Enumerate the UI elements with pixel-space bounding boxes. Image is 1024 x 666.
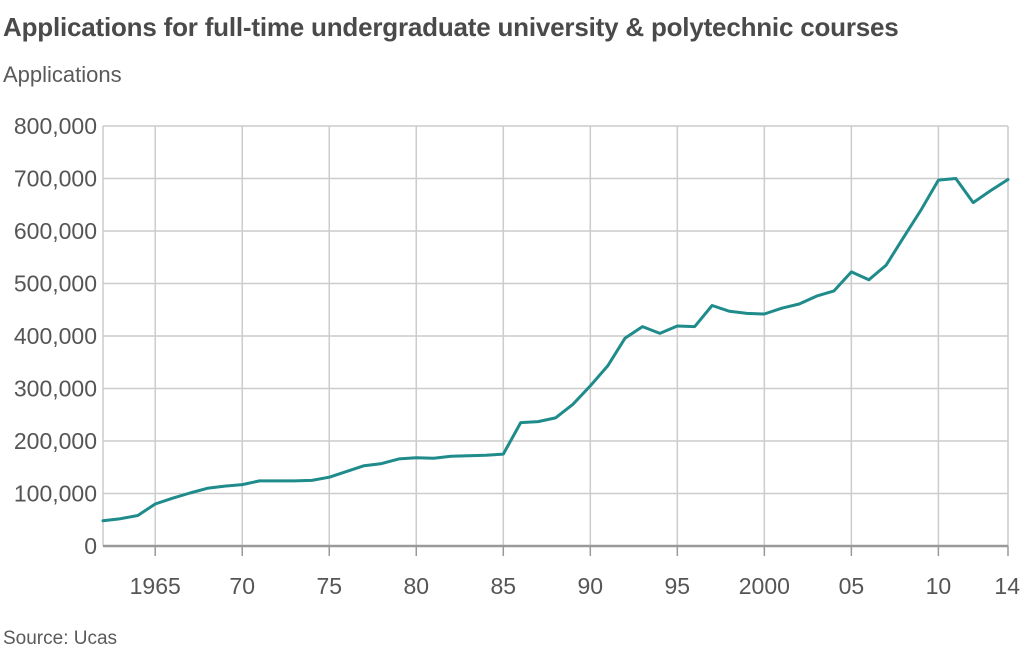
data-point	[274, 478, 280, 484]
data-point	[657, 330, 663, 336]
y-tick-label: 100,000	[14, 481, 97, 507]
data-point	[692, 324, 698, 330]
data-point	[988, 188, 994, 194]
data-point	[553, 415, 559, 421]
data-point	[204, 485, 210, 491]
y-tick-label: 0	[84, 533, 97, 559]
data-point	[465, 453, 471, 459]
data-point	[309, 477, 315, 483]
data-point	[622, 335, 628, 341]
data-point	[570, 401, 576, 407]
data-point	[222, 483, 228, 489]
x-tick-label: 85	[490, 573, 516, 599]
data-point	[291, 478, 297, 484]
data-point	[918, 207, 924, 213]
x-tick-label: 90	[578, 573, 604, 599]
data-point	[378, 461, 384, 467]
x-tick-label: 75	[316, 573, 342, 599]
data-point	[831, 288, 837, 294]
data-point	[326, 474, 332, 480]
data-point	[518, 420, 524, 426]
data-point	[640, 324, 646, 330]
data-point	[848, 269, 854, 275]
data-point	[587, 383, 593, 389]
data-point	[500, 451, 506, 457]
data-point	[953, 176, 959, 182]
data-point	[674, 323, 680, 329]
data-point	[239, 482, 245, 488]
y-tick-label: 700,000	[14, 166, 97, 192]
x-tick-label: 10	[926, 573, 952, 599]
y-tick-label: 500,000	[14, 271, 97, 297]
data-point	[152, 501, 158, 507]
data-point	[761, 311, 767, 317]
data-point	[431, 455, 437, 461]
source-note: Source: Ucas	[3, 628, 118, 649]
data-point	[187, 490, 193, 496]
x-axis	[103, 544, 1009, 556]
data-point	[901, 234, 907, 240]
data-point	[779, 305, 785, 311]
data-point	[709, 303, 715, 309]
data-point	[396, 456, 402, 462]
y-tick-label: 300,000	[14, 376, 97, 402]
y-axis-label: Applications	[3, 62, 122, 87]
x-tick-label: 14	[994, 573, 1020, 599]
data-point	[483, 452, 489, 458]
data-point	[744, 310, 750, 316]
data-point	[1005, 177, 1011, 183]
data-point	[866, 277, 872, 283]
data-point	[605, 363, 611, 369]
data-point	[448, 453, 454, 459]
chart-title: Applications for full-time undergraduate…	[3, 12, 899, 42]
x-tick-label: 70	[229, 573, 255, 599]
y-tick-label: 200,000	[14, 428, 97, 454]
y-tick-label: 400,000	[14, 323, 97, 349]
data-point	[727, 308, 733, 314]
data-point	[814, 293, 820, 299]
data-point	[100, 518, 106, 524]
data-point	[970, 200, 976, 206]
tick-labels: 0 100,000 200,000 300,000 400,000 500,000 600,…	[14, 113, 1020, 599]
x-tick-label: 1965	[130, 573, 181, 599]
data-point	[535, 419, 541, 425]
series-layer	[100, 176, 1011, 524]
data-point	[344, 468, 350, 474]
data-point	[413, 455, 419, 461]
y-tick-label: 600,000	[14, 218, 97, 244]
data-point	[257, 478, 263, 484]
x-tick-label: 2000	[739, 573, 790, 599]
data-point	[883, 262, 889, 268]
y-tick-label: 800,000	[14, 113, 97, 139]
series-line	[101, 177, 1010, 523]
grid-lines	[102, 125, 1009, 546]
data-point	[135, 513, 141, 519]
data-point	[170, 495, 176, 501]
x-tick-label: 95	[665, 573, 691, 599]
data-point	[361, 463, 367, 469]
data-point	[935, 177, 941, 183]
x-tick-label: 05	[839, 573, 865, 599]
data-point	[796, 301, 802, 307]
x-tick-label: 80	[403, 573, 429, 599]
data-point	[117, 516, 123, 522]
